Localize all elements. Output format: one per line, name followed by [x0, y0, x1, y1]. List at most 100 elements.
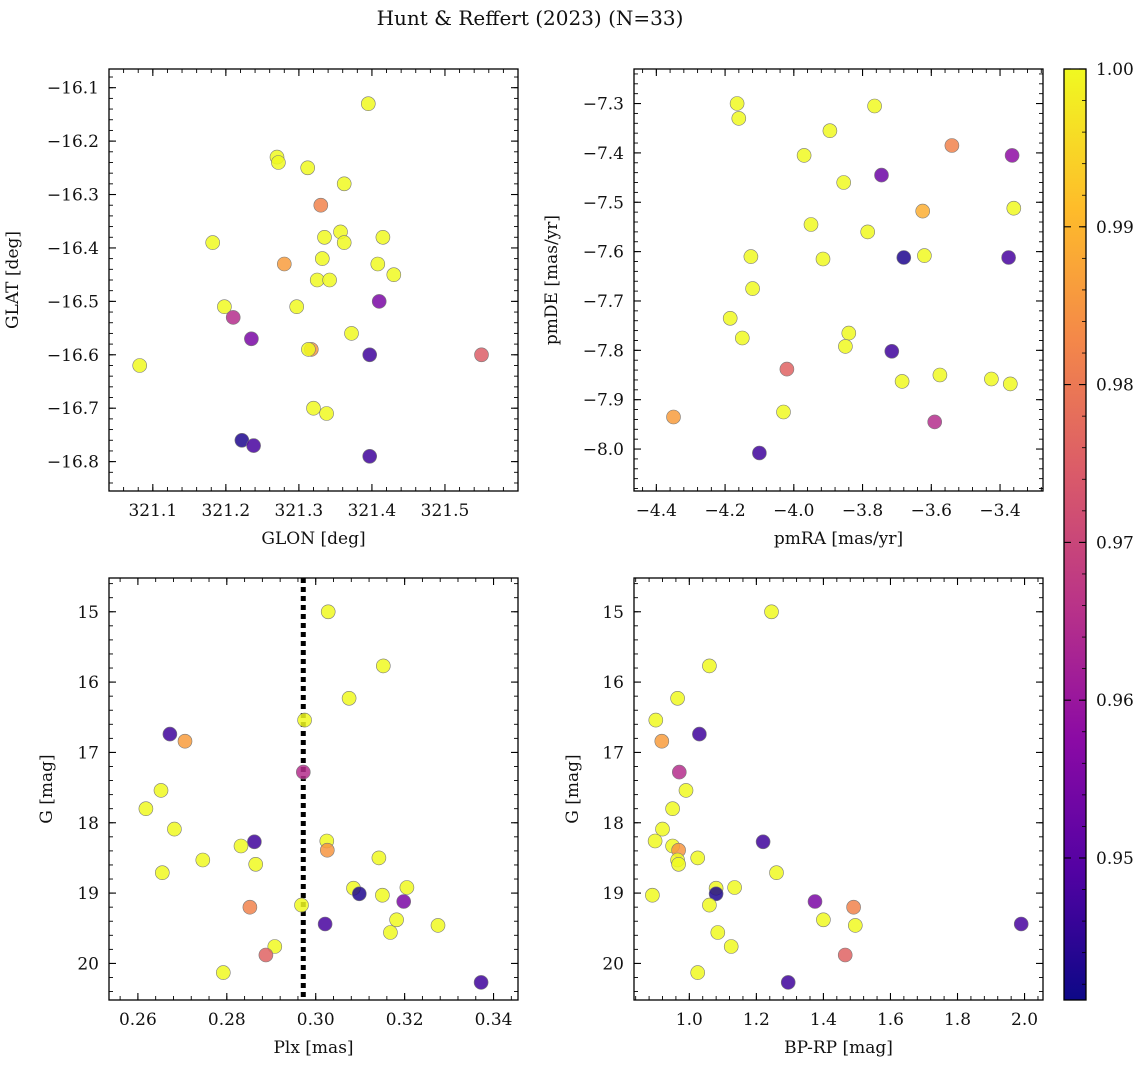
data-point [362, 448, 378, 464]
colorbar-gradient [1064, 69, 1086, 1000]
x-tick-label: 0.32 [386, 1010, 424, 1030]
data-point [944, 138, 960, 153]
data-point [710, 925, 726, 940]
data-point [816, 912, 831, 928]
y-tick-label: −16.6 [47, 346, 99, 366]
x-axis-label: Plx [mas] [273, 1038, 353, 1058]
data-point [894, 374, 910, 389]
data-point [248, 856, 263, 872]
data-point [267, 939, 283, 954]
data-point [370, 256, 386, 272]
data-point [386, 267, 402, 283]
data-point [731, 111, 747, 126]
data-point [807, 894, 823, 909]
data-point [396, 894, 412, 909]
data-point [314, 251, 330, 266]
y-tick-label: 18 [77, 814, 99, 834]
data-point [246, 438, 261, 453]
y-tick-label: 16 [602, 673, 624, 693]
x-tick-label: −4.0 [773, 501, 814, 521]
data-point [294, 897, 309, 913]
data-point [297, 712, 312, 728]
data-point [247, 834, 262, 850]
data-point [344, 326, 359, 341]
colorbar-tick-label: 0.98 [1096, 376, 1134, 396]
data-point [351, 886, 367, 902]
x-tick-label: 321.1 [128, 501, 177, 521]
scatter-panel-1: 321.1 321.2 321.3 321.4 321.5 −16.8 −16.7 −16.6… [3, 68, 519, 549]
y-axis-label: G [mag] [563, 754, 583, 823]
data-point [743, 249, 759, 264]
y-tick-label: 17 [602, 743, 624, 763]
colorbar-frame [1063, 68, 1087, 1001]
x-tick-label: −4.2 [704, 501, 745, 521]
y-tick-label: −16.8 [47, 453, 99, 473]
data-point [822, 123, 838, 138]
data-point [884, 343, 900, 359]
data-point [153, 783, 169, 798]
y-tick-label: −16.4 [47, 239, 99, 259]
data-point [205, 235, 220, 250]
y-tick-label: −16.3 [47, 186, 99, 206]
figure-title: Hunt & Reffert (2023) (N=33) [376, 6, 684, 30]
data-point [1002, 376, 1018, 392]
data-point [336, 235, 352, 250]
data-point [317, 916, 333, 932]
data-point [320, 604, 336, 620]
data-point [195, 852, 211, 868]
x-tick-label: 0.28 [208, 1010, 246, 1030]
data-point [727, 880, 742, 895]
data-point [242, 899, 258, 915]
data-point [233, 838, 249, 854]
scatter-panel-3: 0.26 0.28 0.30 0.32 0.34 15 16 17 18 19 20 Plx [mas… [37, 577, 519, 1058]
y-tick-label: −16.1 [47, 79, 99, 99]
data-point [276, 256, 292, 272]
y-tick-label: 17 [77, 743, 99, 763]
x-axis-label: BP-RP [mag] [784, 1038, 893, 1058]
x-tick-label: 1.2 [743, 1010, 770, 1030]
data-point [309, 272, 325, 288]
colorbar: 0.95 0.96 0.97 0.98 0.99 1.00 [1063, 60, 1134, 1001]
data-point [319, 406, 334, 421]
data-point [815, 251, 831, 267]
y-tick-label: −7.8 [583, 341, 624, 361]
x-tick-label: −4.4 [636, 501, 677, 521]
axes-frame [633, 577, 1044, 1001]
y-tick-label: −7.7 [583, 292, 624, 312]
data-point [780, 975, 796, 990]
data-point [867, 98, 882, 114]
data-point [1013, 916, 1029, 932]
x-tick-label: 2.0 [1011, 1010, 1038, 1030]
data-point [671, 856, 686, 872]
data-point [690, 850, 706, 866]
data-point [755, 834, 771, 850]
data-point [341, 690, 357, 706]
scatter-panel-2: −4.4 −4.2 −4.0 −3.8 −3.6 −3.4 −8.0 −7.9 −7.8 −7.7… [542, 68, 1044, 549]
data-point [648, 712, 664, 728]
data-point [874, 167, 889, 183]
x-tick-label: 1.6 [877, 1010, 904, 1030]
y-tick-label: 20 [77, 954, 99, 974]
data-point [752, 445, 767, 461]
y-tick-label: −7.4 [583, 144, 624, 164]
data-point [745, 281, 760, 296]
y-tick-label: 16 [77, 673, 99, 693]
data-point [371, 294, 387, 309]
x-tick-label: 0.34 [475, 1010, 513, 1030]
data-point [776, 404, 791, 420]
y-tick-label: −16.7 [47, 399, 99, 419]
data-point [915, 203, 931, 219]
data-point [836, 175, 852, 190]
x-tick-label: 1.8 [944, 1010, 971, 1030]
data-point [430, 918, 446, 933]
colorbar-tick-label: 0.97 [1096, 533, 1134, 553]
data-point [473, 975, 489, 990]
data-point [322, 272, 337, 288]
x-tick-label: 0.26 [119, 1010, 157, 1030]
data-point [722, 310, 738, 326]
colorbar-tick-label: 0.99 [1096, 218, 1134, 238]
colorbar-tick-label: 0.95 [1096, 849, 1134, 869]
colorbar-tick-label: 1.00 [1096, 60, 1134, 80]
data-point [655, 821, 670, 837]
y-axis-label: G [mag] [37, 754, 57, 823]
